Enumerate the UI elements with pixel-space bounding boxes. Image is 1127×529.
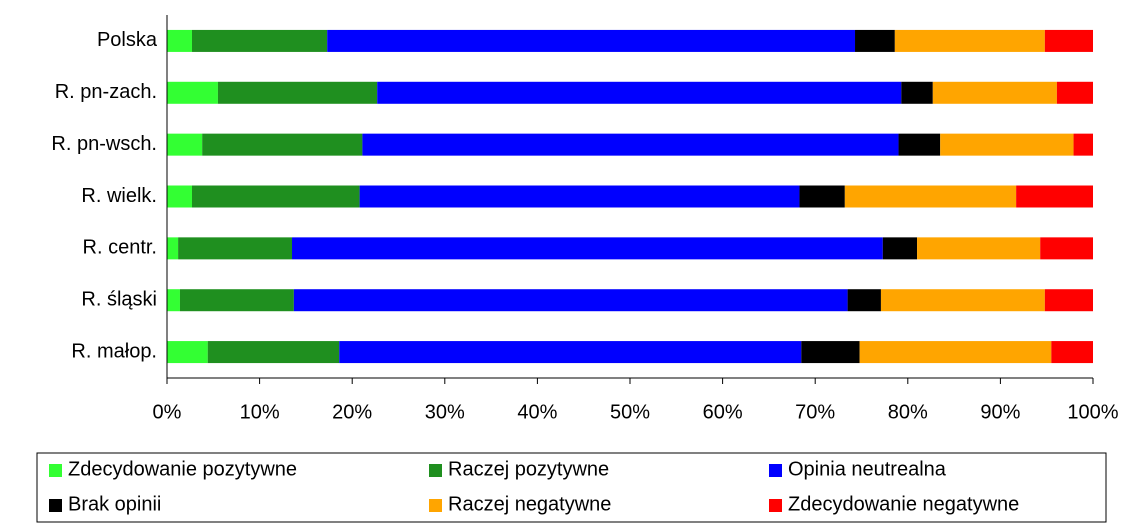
x-tick-label: 80% — [888, 401, 928, 423]
bar-segment — [377, 81, 902, 104]
y-tick-label: R. śląski — [81, 288, 157, 310]
bar-segment — [359, 185, 800, 208]
legend-swatch — [429, 499, 442, 512]
bar-segment — [292, 237, 883, 260]
bar-segment — [1040, 237, 1093, 260]
bar-segment — [167, 237, 179, 260]
bar-segment — [932, 81, 1057, 104]
bar-segment — [167, 185, 193, 208]
y-tick-label: R. wielk. — [81, 185, 157, 207]
x-tick-label: 50% — [610, 401, 650, 423]
bar-segment — [917, 237, 1041, 260]
bar-segment — [898, 133, 941, 156]
bar-segment — [1056, 81, 1093, 104]
x-tick-label: 90% — [980, 401, 1020, 423]
bar-segment — [1016, 185, 1093, 208]
legend-label: Raczej negatywne — [448, 493, 611, 515]
bar-segment — [207, 341, 340, 364]
bar-segment — [1073, 133, 1093, 156]
bar-segment — [859, 341, 1052, 364]
legend-swatch — [49, 464, 62, 477]
bar-segment — [801, 341, 860, 364]
legend-swatch — [769, 499, 782, 512]
bar-segment — [844, 185, 1017, 208]
legend-swatch — [429, 464, 442, 477]
legend-label: Zdecydowanie negatywne — [788, 493, 1019, 515]
legend-swatch — [49, 499, 62, 512]
legend-label: Brak opinii — [68, 493, 161, 515]
legend-label: Raczej pozytywne — [448, 458, 609, 480]
x-tick-label: 10% — [240, 401, 280, 423]
legend-label: Opinia neutrealna — [788, 458, 947, 480]
bar-segment — [1051, 341, 1093, 364]
x-tick-label: 0% — [153, 401, 182, 423]
legend-label: Zdecydowanie pozytywne — [68, 458, 297, 480]
x-tick-label: 100% — [1067, 401, 1118, 423]
bar-segment — [847, 289, 881, 312]
bar-segment — [1044, 29, 1093, 52]
x-tick-label: 60% — [703, 401, 743, 423]
bar-segment — [293, 289, 848, 312]
y-tick-label: R. pn-wsch. — [51, 133, 157, 155]
y-tick-label: R. pn-zach. — [55, 81, 157, 103]
legend-swatch — [769, 464, 782, 477]
bar-segment — [327, 29, 856, 52]
bar-segment — [167, 133, 203, 156]
bar-segment — [179, 289, 294, 312]
x-tick-label: 30% — [425, 401, 465, 423]
x-tick-label: 70% — [795, 401, 835, 423]
bar-segment — [894, 29, 1045, 52]
bar-segment — [167, 29, 193, 52]
bar-segment — [167, 341, 208, 364]
bar-segment — [882, 237, 918, 260]
bar-segment — [167, 81, 218, 104]
bar-segment — [339, 341, 802, 364]
bar-segment — [362, 133, 899, 156]
y-tick-label: Polska — [97, 29, 158, 51]
bar-segment — [901, 81, 933, 104]
bar-segment — [940, 133, 1074, 156]
bar-segment — [178, 237, 293, 260]
bar-segment — [217, 81, 378, 104]
bar-segment — [855, 29, 895, 52]
bar-segment — [192, 29, 328, 52]
bar-segment — [799, 185, 845, 208]
bar-segment — [1044, 289, 1093, 312]
x-tick-label: 20% — [332, 401, 372, 423]
y-tick-label: R. małop. — [71, 340, 157, 362]
bar-segment — [167, 289, 180, 312]
bar-segment — [192, 185, 360, 208]
y-tick-label: R. centr. — [83, 237, 157, 259]
bar-segment — [202, 133, 363, 156]
bar-segment — [880, 289, 1045, 312]
legend-box — [36, 452, 1107, 523]
x-tick-label: 40% — [517, 401, 557, 423]
